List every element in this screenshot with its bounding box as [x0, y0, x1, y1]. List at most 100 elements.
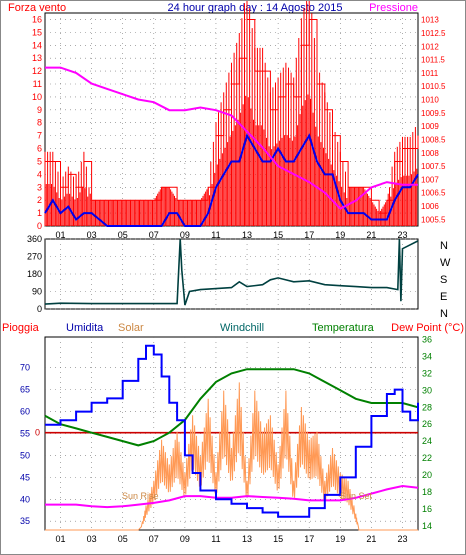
y-left-tick-label: 7 — [37, 131, 42, 141]
wind-panel-ticks: 01 03 05 07 09 11 13 15 17 19 21 230123456789101112… — [32, 14, 446, 240]
y-left-tick-label: 2 — [37, 195, 42, 205]
x-tick-label: 03 — [87, 230, 97, 240]
temperature-line — [44, 368, 419, 447]
compass-label: E — [440, 291, 447, 303]
y-right-tick-label: 1011.5 — [421, 56, 445, 65]
direction-tick-label: 0 — [37, 304, 42, 314]
x-tick-label: 13 — [242, 230, 252, 240]
compass-label: N — [440, 240, 448, 252]
y-left-tick-label: 3 — [37, 182, 42, 192]
temp-tick-label: 16 — [422, 504, 432, 514]
y-left-tick-label: 11 — [33, 79, 42, 89]
x-tick-label: 19 — [335, 230, 345, 240]
y-right-tick-label: 1011 — [421, 69, 439, 78]
direction-tick-label: 270 — [27, 252, 42, 262]
y-left-tick-label: 14 — [32, 40, 42, 50]
humidity-tick-label: 45 — [20, 472, 30, 482]
temp-tick-label: 34 — [422, 351, 432, 361]
meteo-panel-ticks: 01 03 05 07 09 11 13 15 17 19 21 23 35 40 45 50 55 60 65 70… — [20, 335, 432, 544]
avg-wind-line — [44, 133, 419, 227]
x-tick-label: 01 — [56, 230, 66, 240]
y-right-tick-label: 1006 — [421, 202, 439, 211]
compass-label: S — [440, 274, 447, 286]
x-tick-label: 21 — [366, 230, 376, 240]
humidity-line — [45, 344, 419, 518]
y-left-tick-label: 8 — [37, 118, 42, 128]
direction-tick-label: 180 — [27, 269, 42, 279]
temp-tick-label: 18 — [422, 487, 432, 497]
humidity-tick-label: 65 — [20, 385, 30, 395]
x-tick-label: 15 — [273, 230, 283, 240]
solar-line — [45, 382, 418, 531]
chart-title: 24 hour graph day : 14 Agosto 2015 — [168, 2, 343, 14]
legend-temperature: Temperatura — [312, 322, 375, 334]
x-tick-label: 11 — [211, 534, 220, 544]
x-tick-label: 07 — [149, 230, 159, 240]
sunrise-annotation: Sun Rise — [122, 491, 159, 501]
legend-humidity: Umidita — [66, 322, 104, 334]
x-tick-label: 03 — [87, 534, 97, 544]
y-right-tick-label: 1009 — [421, 122, 439, 131]
direction-tick-label: 360 — [27, 234, 42, 244]
x-tick-label: 15 — [273, 534, 283, 544]
y-right-tick-label: 1013 — [421, 16, 439, 25]
temp-tick-label: 30 — [422, 385, 432, 395]
temp-tick-label: 14 — [422, 521, 432, 531]
temp-tick-label: 20 — [422, 470, 432, 480]
y-left-tick-label: 1 — [37, 208, 42, 218]
x-tick-label: 21 — [366, 534, 376, 544]
wind-panel-series — [44, 0, 419, 227]
pressure-line — [45, 66, 418, 210]
y-left-tick-label: 10 — [32, 92, 42, 102]
y-right-tick-label: 1009.5 — [421, 109, 446, 118]
direction-panel-grid — [45, 238, 418, 310]
legend-windchill: Windchill — [220, 322, 264, 334]
temp-tick-label: 24 — [422, 436, 432, 446]
y-right-tick-label: 1005.5 — [421, 215, 446, 224]
humidity-tick-label: 70 — [20, 363, 30, 373]
x-tick-label: 09 — [180, 230, 190, 240]
dewpoint-line — [45, 484, 419, 509]
y-left-tick-label: 0 — [37, 221, 42, 231]
y-right-tick-label: 1006.5 — [421, 189, 446, 198]
pressure-label: Pressione — [369, 2, 418, 14]
x-tick-label: 17 — [304, 534, 314, 544]
humidity-tick-label: 40 — [20, 494, 30, 504]
legend-dewpoint: Dew Point (°C) — [391, 322, 464, 334]
x-tick-label: 13 — [242, 534, 252, 544]
y-right-tick-label: 1010 — [421, 96, 439, 105]
rain-zero-label: 0 — [35, 428, 40, 438]
legend-rain: Pioggia — [2, 322, 40, 334]
temp-tick-label: 26 — [422, 419, 432, 429]
humidity-tick-label: 35 — [20, 516, 30, 526]
wind-force-label: Forza vento — [8, 2, 66, 14]
y-left-tick-label: 5 — [37, 156, 42, 166]
temp-tick-label: 32 — [422, 368, 432, 378]
x-tick-label: 07 — [149, 534, 159, 544]
temp-tick-label: 36 — [422, 335, 432, 345]
y-right-tick-label: 1007 — [421, 175, 439, 184]
humidity-tick-label: 50 — [20, 450, 30, 460]
y-left-tick-label: 15 — [32, 27, 42, 37]
y-left-tick-label: 12 — [32, 66, 42, 76]
gust-line — [45, 19, 419, 214]
y-right-tick-label: 1007.5 — [421, 162, 446, 171]
y-left-tick-label: 6 — [37, 144, 42, 154]
y-left-tick-label: 16 — [32, 14, 42, 24]
y-right-tick-label: 1008.5 — [421, 135, 446, 144]
legend-solar: Solar — [118, 322, 144, 334]
y-left-tick-label: 4 — [37, 169, 42, 179]
x-tick-label: 11 — [211, 230, 220, 240]
temp-tick-label: 28 — [422, 402, 432, 412]
x-tick-label: 09 — [180, 534, 190, 544]
x-tick-label: 23 — [397, 230, 407, 240]
y-right-tick-label: 1012 — [421, 42, 439, 51]
y-left-tick-label: 9 — [37, 105, 42, 115]
temp-tick-label: 22 — [422, 453, 432, 463]
compass-label: N — [440, 308, 448, 320]
y-left-tick-label: 13 — [32, 53, 42, 63]
direction-panel-series — [44, 238, 419, 306]
